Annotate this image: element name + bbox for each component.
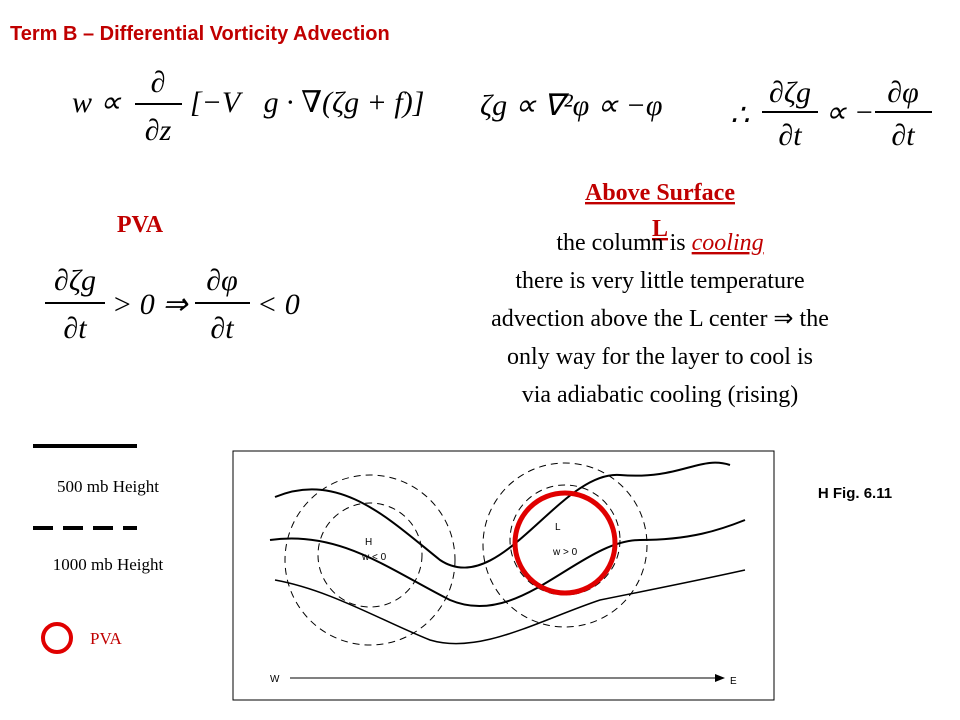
emphasis: cooling [692,230,764,256]
eq-den: ∂t [63,312,87,345]
legend-label: 1000 mb Height [53,555,164,574]
eq-lhs: w ∝ [72,86,122,119]
height-1000 [284,474,456,646]
explanation-line: only way for the layer to cool is [507,344,813,370]
legend-circle [41,622,73,654]
low-label: L [652,216,668,242]
eq-therefore: ∴ [730,99,749,132]
equation-pva: ∂ζg ∂t > 0 ⇒ ∂φ ∂t < 0 [45,264,300,345]
title: Term B – Differential Vorticity Advectio… [10,23,390,45]
low-label: L [555,522,561,533]
figure-frame [232,450,775,701]
equation-omega: w ∝ ∂ ∂z [−V⃗g ∙ ∇(ζg + f)] [72,66,424,147]
equation-vorticity: ζg ∝ ∇²φ ∝ −φ [480,89,663,122]
figure-ref: H Fig. 6.11 [818,485,892,502]
pva-circle [512,490,618,596]
height-1000 [317,502,423,608]
eq-den: ∂t [778,119,802,152]
legend-label: 500 mb Height [57,477,159,496]
eq-den: ∂t [210,312,234,345]
eq-num: ∂ζg [769,76,811,109]
height-500 [269,519,746,608]
eq-num: ∂φ [887,76,918,109]
explanation-line: the column is cooling [556,230,763,256]
legend-label: PVA [90,629,123,648]
eq-mid: ∝ − [825,96,874,129]
low-w: w > 0 [552,547,578,558]
height-500 [274,569,746,645]
arrow-head [715,674,725,682]
west: W [270,674,280,685]
eq-end: < 0 [257,288,300,321]
east: E [730,676,737,687]
text: the column is [556,230,691,256]
explanation-line: there is very little temperature [515,268,804,294]
eq-mid: > 0 ⇒ [112,288,189,321]
explanation-line: advection above the L center ⇒ the [491,306,829,332]
pva-heading: PVA [117,212,164,238]
eq-rhs: [−V⃗g ∙ ∇(ζg + f)] [190,86,424,119]
eq-num: ∂ [151,66,166,99]
high-w: w < 0 [361,552,387,563]
height-1000 [482,462,648,628]
eq-den: ∂z [145,114,172,147]
explanation-line: via adiabatic cooling (rising) [522,382,799,408]
eq-den: ∂t [891,119,915,152]
figure: H w < 0 L w > 0 W E [232,450,775,701]
high-label: H [365,537,372,548]
equation-tendency: ∴ ∂ζg ∂t ∝ − ∂φ ∂t [730,76,932,152]
eq-num: ∂φ [206,264,237,297]
above-surface: Above Surface [585,180,735,206]
eq-num: ∂ζg [54,264,96,297]
